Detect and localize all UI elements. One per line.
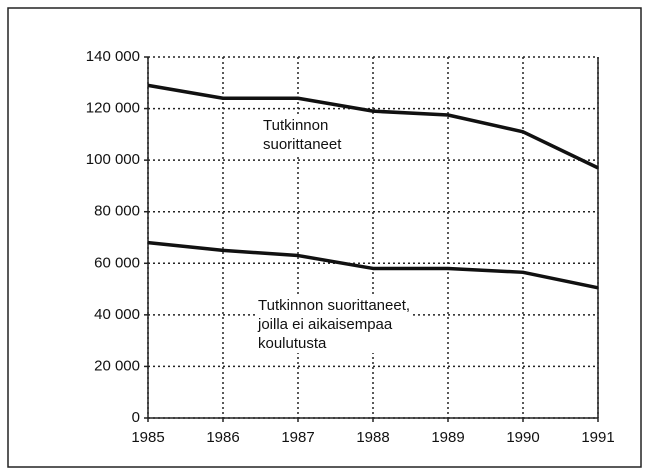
- y-tick-label: 80 000: [94, 203, 140, 220]
- y-tick-label: 0: [132, 409, 140, 426]
- y-tick-label: 60 000: [94, 254, 140, 271]
- y-tick-label: 40 000: [94, 306, 140, 323]
- x-tick-label: 1991: [581, 429, 614, 446]
- frame: [7, 7, 642, 468]
- y-tick-label: 120 000: [86, 100, 140, 117]
- series-label: Tutkinnon suorittaneet: [263, 116, 342, 154]
- x-tick-label: 1990: [506, 429, 539, 446]
- y-tick-label: 100 000: [86, 151, 140, 168]
- x-tick-label: 1987: [281, 429, 314, 446]
- x-tick-label: 1989: [431, 429, 464, 446]
- x-tick-label: 1985: [131, 429, 164, 446]
- y-tick-label: 20 000: [94, 357, 140, 374]
- x-tick-label: 1986: [206, 429, 239, 446]
- series-label: Tutkinnon suorittaneet, joilla ei aikais…: [258, 296, 411, 353]
- x-tick-label: 1988: [356, 429, 389, 446]
- y-tick-label: 140 000: [86, 48, 140, 65]
- series-line: [147, 240, 599, 290]
- series-line: [147, 83, 599, 170]
